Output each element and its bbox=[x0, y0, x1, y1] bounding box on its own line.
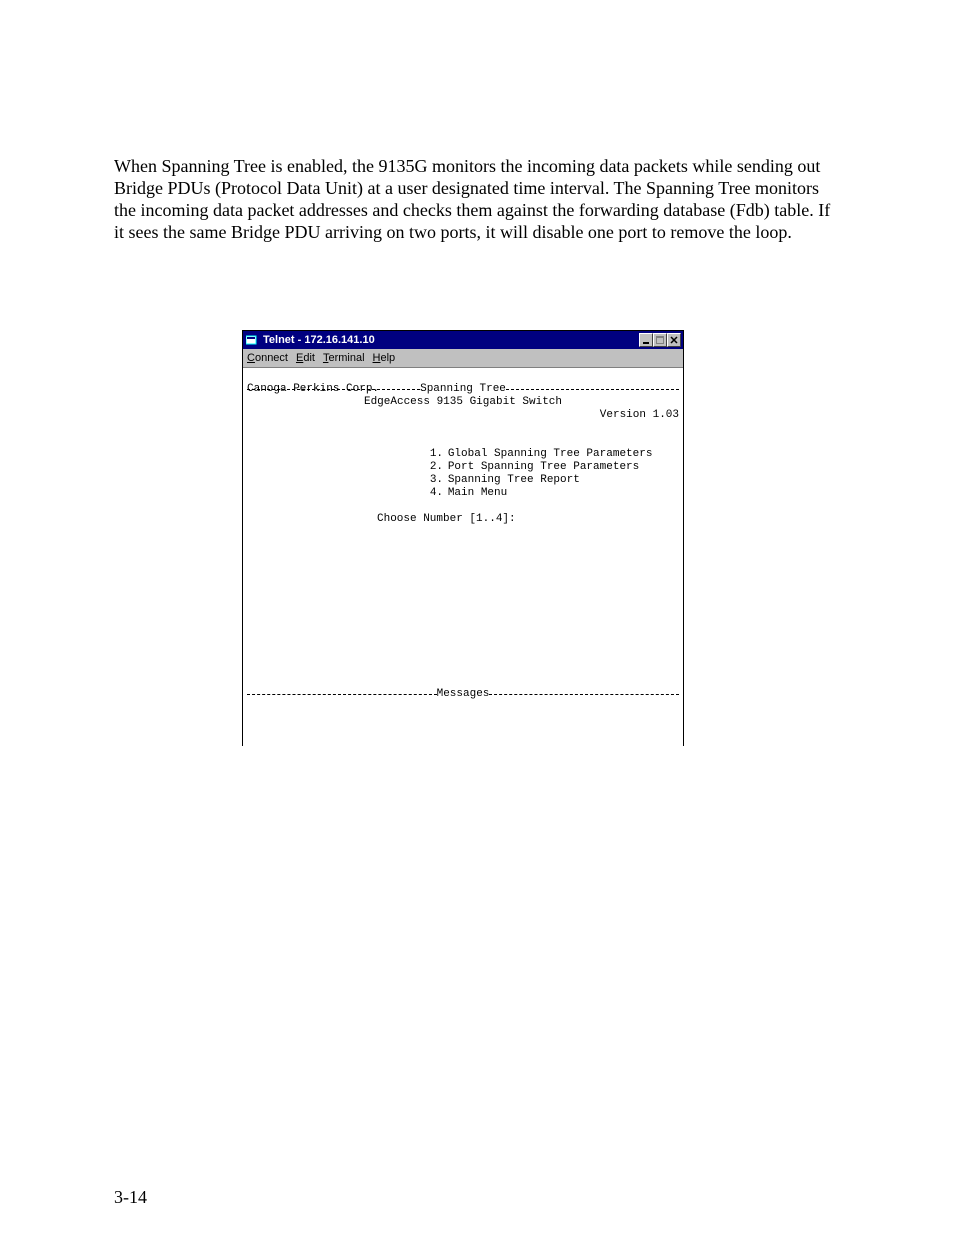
menu-edit[interactable]: Edit bbox=[296, 352, 315, 364]
divider-dash-right bbox=[506, 389, 679, 390]
messages-label: Messages bbox=[437, 688, 490, 701]
menu-connect[interactable]: Connect bbox=[247, 352, 288, 364]
divider-dash-left bbox=[247, 694, 437, 695]
maximize-button[interactable] bbox=[653, 333, 667, 347]
divider-dash-left bbox=[247, 389, 420, 390]
messages-divider: Messages bbox=[247, 688, 679, 701]
window-title: Telnet - 172.16.141.10 bbox=[263, 334, 639, 346]
terminal-header-row: Canoga Perkins Corp. EdgeAccess 9135 Gig… bbox=[247, 370, 679, 383]
close-button[interactable] bbox=[667, 333, 681, 347]
body-paragraph: When Spanning Tree is enabled, the 9135G… bbox=[114, 156, 840, 244]
document-page: When Spanning Tree is enabled, the 9135G… bbox=[0, 0, 954, 1235]
menu-option-2[interactable]: 2.Port Spanning Tree Parameters bbox=[377, 448, 639, 461]
menu-option-4[interactable]: 4.Main Menu bbox=[377, 474, 507, 487]
section-divider: Spanning Tree bbox=[247, 383, 679, 396]
menu-terminal[interactable]: Terminal bbox=[323, 352, 365, 364]
minimize-button[interactable] bbox=[639, 333, 653, 347]
input-prompt[interactable]: Choose Number [1..4]: bbox=[377, 513, 516, 526]
app-icon bbox=[245, 333, 259, 347]
menubar: Connect Edit Terminal Help bbox=[243, 349, 683, 368]
divider-dash-right bbox=[489, 694, 679, 695]
telnet-window: Telnet - 172.16.141.10 Connect Edit Term… bbox=[242, 330, 684, 746]
header-version: Version 1.03 bbox=[600, 409, 679, 422]
page-number: 3-14 bbox=[114, 1187, 147, 1208]
menu-help[interactable]: Help bbox=[373, 352, 396, 364]
menu-option-3[interactable]: 3.Spanning Tree Report bbox=[377, 461, 580, 474]
header-product: EdgeAccess 9135 Gigabit Switch bbox=[247, 396, 679, 409]
titlebar: Telnet - 172.16.141.10 bbox=[243, 331, 683, 349]
menu-number: 4. bbox=[430, 487, 448, 500]
menu-option-1[interactable]: 1.Global Spanning Tree Parameters bbox=[377, 435, 652, 448]
menu-label: Main Menu bbox=[448, 487, 507, 499]
terminal-area: Canoga Perkins Corp. EdgeAccess 9135 Gig… bbox=[243, 368, 683, 746]
section-title: Spanning Tree bbox=[420, 383, 506, 396]
window-controls bbox=[639, 333, 681, 347]
